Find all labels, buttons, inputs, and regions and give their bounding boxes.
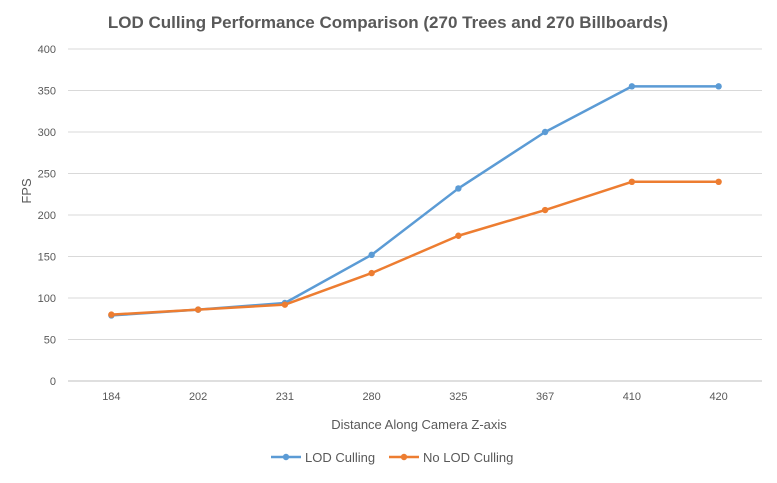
axes: 0 50 100 150 200 250 300 350 400 184 202 231 280 325 3… — [38, 44, 762, 403]
x-tick-label: 202 — [189, 391, 207, 403]
data-point — [541, 128, 549, 136]
y-tick-label: 0 — [50, 376, 56, 388]
data-point — [368, 251, 375, 259]
data-point — [455, 185, 462, 192]
legend-label: No LOD Culling — [423, 450, 513, 465]
series-group — [108, 83, 722, 319]
data-point — [628, 178, 636, 185]
x-tick-label: 280 — [362, 391, 380, 403]
x-tick-label: 410 — [623, 391, 641, 403]
x-tick-label: 325 — [449, 391, 467, 403]
x-axis-title: Distance Along Camera Z-axis — [331, 417, 507, 432]
y-tick-label: 150 — [38, 252, 56, 264]
y-tick-label: 250 — [38, 169, 56, 181]
legend-swatch-marker — [282, 453, 290, 461]
y-tick-label: 200 — [38, 210, 56, 222]
data-point — [194, 306, 202, 313]
series-lines — [108, 83, 722, 319]
x-tick-label: 184 — [102, 391, 120, 403]
y-tick-label: 100 — [38, 293, 56, 305]
legend: LOD Culling No LOD Culling — [271, 450, 513, 465]
series-line — [110, 180, 720, 316]
legend-item: LOD Culling — [271, 450, 375, 465]
series-group — [108, 178, 722, 318]
data-point — [108, 311, 115, 318]
data-point — [715, 178, 722, 185]
legend-item: No LOD Culling — [389, 450, 513, 465]
y-tick-label: 350 — [38, 86, 56, 98]
data-point — [281, 301, 289, 308]
data-point — [541, 206, 549, 214]
data-point — [455, 232, 462, 239]
chart-title: LOD Culling Performance Comparison (270 … — [108, 13, 668, 32]
gridlines — [68, 48, 762, 340]
data-point — [715, 83, 722, 90]
y-tick-label: 50 — [44, 335, 56, 347]
x-tick-label: 231 — [276, 391, 294, 403]
legend-swatch-marker — [400, 453, 408, 461]
x-tick-label: 420 — [709, 391, 727, 403]
legend-label: LOD Culling — [305, 450, 375, 465]
y-tick-label: 300 — [38, 127, 56, 139]
series-line — [110, 85, 720, 317]
y-tick-label: 400 — [38, 44, 56, 56]
x-tick-label: 367 — [536, 391, 554, 403]
data-point — [368, 269, 375, 277]
data-point — [628, 83, 636, 90]
y-axis-title: FPS — [19, 178, 34, 204]
